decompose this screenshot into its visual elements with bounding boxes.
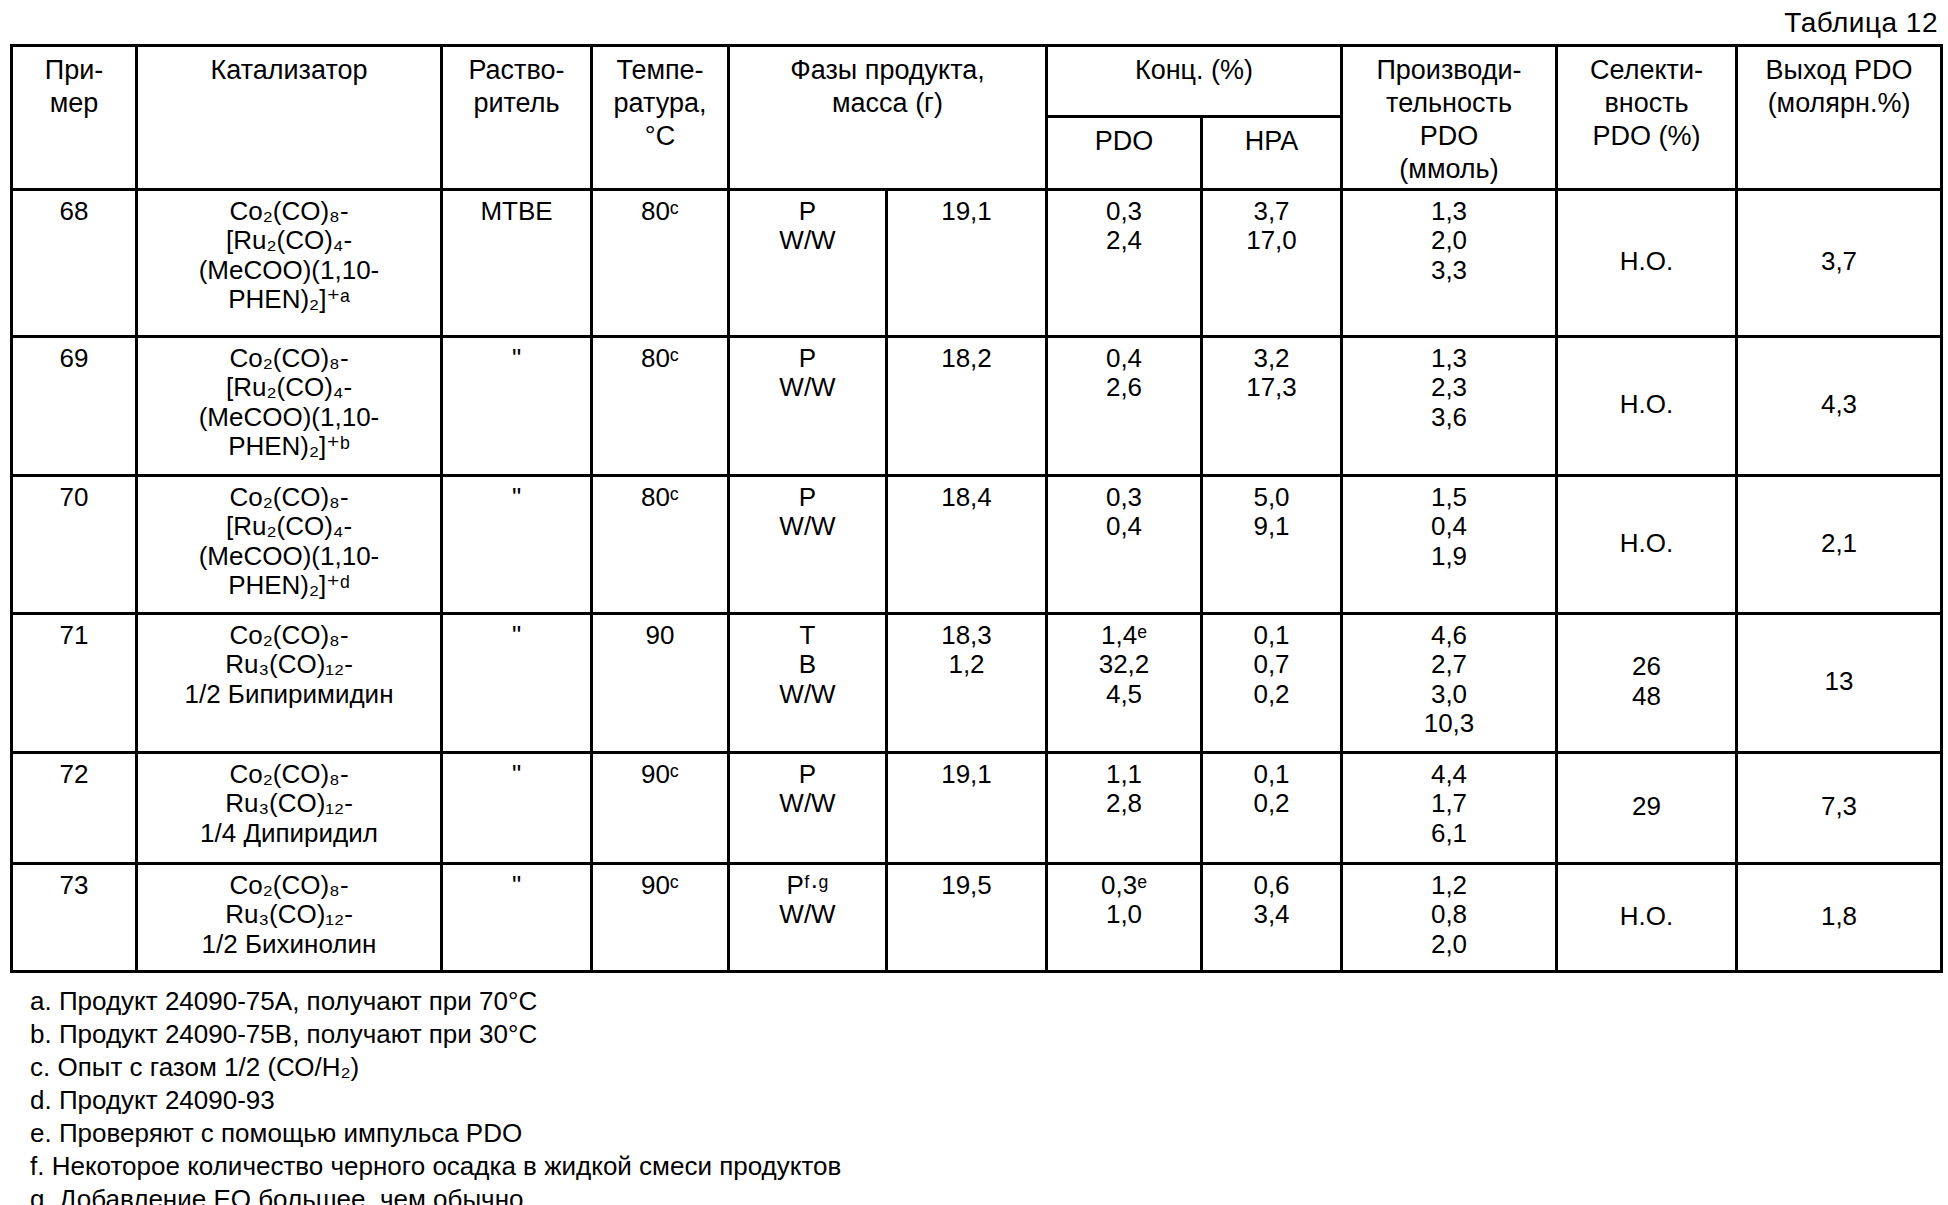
cell-example: 68 <box>12 189 137 336</box>
cell-catalyst: Co₂(CO)₈- Ru₃(CO)₁₂- 1/2 Бихинолин <box>137 863 442 971</box>
cell-mass: 18,3 1,2 <box>887 613 1047 752</box>
cell-conc-pdo: 0,4 2,6 <box>1047 336 1202 475</box>
cell-catalyst: Co₂(CO)₈- Ru₃(CO)₁₂- 1/2 Бипиримидин <box>137 613 442 752</box>
cell-temperature: 80ᶜ <box>592 336 729 475</box>
cell-catalyst: Co₂(CO)₈- [Ru₂(CO)₄- (MeCOO)(1,10- PHEN)… <box>137 336 442 475</box>
col-header-pdo: PDO <box>1047 116 1202 189</box>
cell-productivity: 1,5 0,4 1,9 <box>1342 475 1557 613</box>
cell-catalyst: Co₂(CO)₈- [Ru₂(CO)₄- (MeCOO)(1,10- PHEN)… <box>137 475 442 613</box>
col-header-solvent: Раство- ритель <box>442 46 592 190</box>
cell-temperature: 90ᶜ <box>592 863 729 971</box>
footnote-b: b. Продукт 24090-75В, получают при 30°С <box>30 1018 1948 1051</box>
cell-solvent: MTBE <box>442 189 592 336</box>
cell-solvent: " <box>442 752 592 863</box>
col-header-concentration: Конц. (%) <box>1047 46 1342 117</box>
cell-phase: Pᶠ·ᵍ W/W <box>729 863 887 971</box>
col-header-catalyst: Катализатор <box>137 46 442 190</box>
col-header-temperature: Темпе- ратура, °С <box>592 46 729 190</box>
cell-selectivity: Н.О. <box>1557 475 1737 613</box>
cell-yield: 7,3 <box>1737 752 1942 863</box>
cell-temperature: 80ᶜ <box>592 475 729 613</box>
cell-conc-hpa: 3,2 17,3 <box>1202 336 1342 475</box>
col-header-phases-mass: Фазы продукта, масса (г) <box>729 46 1047 190</box>
cell-mass: 19,1 <box>887 189 1047 336</box>
table-caption: Таблица 12 <box>0 0 1948 44</box>
cell-productivity: 1,3 2,0 3,3 <box>1342 189 1557 336</box>
cell-productivity: 4,4 1,7 6,1 <box>1342 752 1557 863</box>
cell-example: 73 <box>12 863 137 971</box>
col-header-example: При- мер <box>12 46 137 190</box>
cell-phase: P W/W <box>729 336 887 475</box>
cell-conc-hpa: 0,1 0,2 <box>1202 752 1342 863</box>
cell-temperature: 90 <box>592 613 729 752</box>
results-table: При- мер Катализатор Раство- ритель Темп… <box>10 44 1943 973</box>
cell-yield: 1,8 <box>1737 863 1942 971</box>
cell-conc-pdo: 0,3ᵉ 1,0 <box>1047 863 1202 971</box>
cell-example: 69 <box>12 336 137 475</box>
footnotes: a. Продукт 24090-75А, получают при 70°С … <box>30 985 1948 1205</box>
cell-yield: 3,7 <box>1737 189 1942 336</box>
cell-example: 71 <box>12 613 137 752</box>
table-row: 73 Co₂(CO)₈- Ru₃(CO)₁₂- 1/2 Бихинолин " … <box>12 863 1942 971</box>
cell-selectivity: Н.О. <box>1557 336 1737 475</box>
footnote-c: c. Опыт с газом 1/2 (СО/Н₂) <box>30 1051 1948 1084</box>
cell-selectivity: Н.О. <box>1557 863 1737 971</box>
cell-solvent: " <box>442 613 592 752</box>
col-header-productivity: Производи- тельность PDO (ммоль) <box>1342 46 1557 190</box>
cell-conc-hpa: 0,1 0,7 0,2 <box>1202 613 1342 752</box>
cell-solvent: " <box>442 475 592 613</box>
table-row: 71 Co₂(CO)₈- Ru₃(CO)₁₂- 1/2 Бипиримидин … <box>12 613 1942 752</box>
cell-catalyst: Co₂(CO)₈- Ru₃(CO)₁₂- 1/4 Дипиридил <box>137 752 442 863</box>
cell-mass: 19,1 <box>887 752 1047 863</box>
table-row: 68 Co₂(CO)₈- [Ru₂(CO)₄- (MeCOO)(1,10- PH… <box>12 189 1942 336</box>
footnote-f: f. Некоторое количество черного осадка в… <box>30 1150 1948 1183</box>
cell-example: 72 <box>12 752 137 863</box>
col-header-selectivity: Селекти- вность PDO (%) <box>1557 46 1737 190</box>
footnote-g: g. Добавление ЕО большее, чем обычно <box>30 1183 1948 1205</box>
cell-solvent: " <box>442 336 592 475</box>
col-header-yield: Выход PDO (молярн.%) <box>1737 46 1942 190</box>
table-row: 72 Co₂(CO)₈- Ru₃(CO)₁₂- 1/4 Дипиридил " … <box>12 752 1942 863</box>
col-header-hpa: HPA <box>1202 116 1342 189</box>
cell-phase: P W/W <box>729 475 887 613</box>
footnote-e: e. Проверяют с помощью импульса PDO <box>30 1117 1948 1150</box>
cell-productivity: 1,3 2,3 3,6 <box>1342 336 1557 475</box>
cell-conc-pdo: 0,3 0,4 <box>1047 475 1202 613</box>
table-row: 70 Co₂(CO)₈- [Ru₂(CO)₄- (MeCOO)(1,10- PH… <box>12 475 1942 613</box>
cell-conc-hpa: 5,0 9,1 <box>1202 475 1342 613</box>
cell-phase: P W/W <box>729 752 887 863</box>
cell-conc-pdo: 1,1 2,8 <box>1047 752 1202 863</box>
cell-mass: 18,2 <box>887 336 1047 475</box>
cell-yield: 2,1 <box>1737 475 1942 613</box>
cell-mass: 18,4 <box>887 475 1047 613</box>
cell-phase: T B W/W <box>729 613 887 752</box>
cell-yield: 4,3 <box>1737 336 1942 475</box>
cell-solvent: " <box>442 863 592 971</box>
cell-temperature: 80ᶜ <box>592 189 729 336</box>
footnote-d: d. Продукт 24090-93 <box>30 1084 1948 1117</box>
cell-example: 70 <box>12 475 137 613</box>
cell-conc-pdo: 1,4ᵉ 32,2 4,5 <box>1047 613 1202 752</box>
table-row: 69 Co₂(CO)₈- [Ru₂(CO)₄- (MeCOO)(1,10- PH… <box>12 336 1942 475</box>
cell-productivity: 1,2 0,8 2,0 <box>1342 863 1557 971</box>
cell-productivity: 4,6 2,7 3,0 10,3 <box>1342 613 1557 752</box>
cell-selectivity: 26 48 <box>1557 613 1737 752</box>
cell-selectivity: Н.О. <box>1557 189 1737 336</box>
document-page: Таблица 12 При- мер Катализатор Раство- … <box>0 0 1948 1205</box>
cell-temperature: 90ᶜ <box>592 752 729 863</box>
cell-selectivity: 29 <box>1557 752 1737 863</box>
cell-conc-hpa: 3,7 17,0 <box>1202 189 1342 336</box>
cell-phase: P W/W <box>729 189 887 336</box>
cell-catalyst: Co₂(CO)₈- [Ru₂(CO)₄- (MeCOO)(1,10- PHEN)… <box>137 189 442 336</box>
cell-yield: 13 <box>1737 613 1942 752</box>
cell-conc-pdo: 0,3 2,4 <box>1047 189 1202 336</box>
cell-mass: 19,5 <box>887 863 1047 971</box>
cell-conc-hpa: 0,6 3,4 <box>1202 863 1342 971</box>
footnote-a: a. Продукт 24090-75А, получают при 70°С <box>30 985 1948 1018</box>
